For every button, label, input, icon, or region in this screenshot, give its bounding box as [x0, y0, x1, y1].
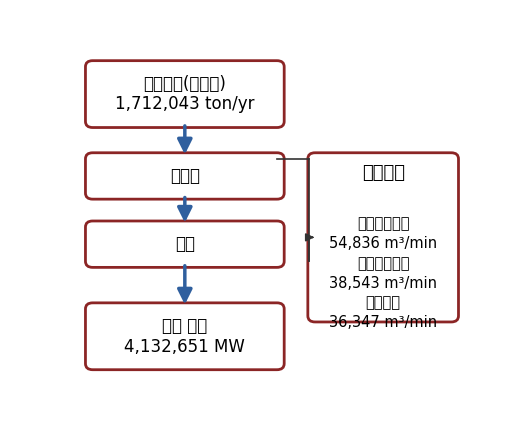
- Text: 터빈: 터빈: [175, 235, 195, 253]
- Text: 전기집진시설: 전기집진시설: [357, 256, 409, 271]
- Text: 54,836 m³/min: 54,836 m³/min: [329, 236, 437, 251]
- FancyBboxPatch shape: [85, 303, 284, 370]
- Text: 원료유입(유연탄)
1,712,043 ton/yr: 원료유입(유연탄) 1,712,043 ton/yr: [115, 75, 254, 113]
- Text: 36,347 m³/min: 36,347 m³/min: [329, 315, 437, 330]
- Text: 방지시설: 방지시설: [362, 163, 405, 182]
- FancyBboxPatch shape: [85, 153, 284, 199]
- Text: 전기 생산
4,132,651 MW: 전기 생산 4,132,651 MW: [125, 317, 245, 356]
- FancyBboxPatch shape: [85, 221, 284, 268]
- FancyBboxPatch shape: [85, 61, 284, 128]
- FancyBboxPatch shape: [308, 153, 459, 322]
- Text: 탈황시설: 탈황시설: [366, 295, 401, 311]
- Text: 촉매반응시설: 촉매반응시설: [357, 216, 409, 231]
- Text: 보일러: 보일러: [170, 167, 200, 185]
- Text: 38,543 m³/min: 38,543 m³/min: [329, 276, 437, 291]
